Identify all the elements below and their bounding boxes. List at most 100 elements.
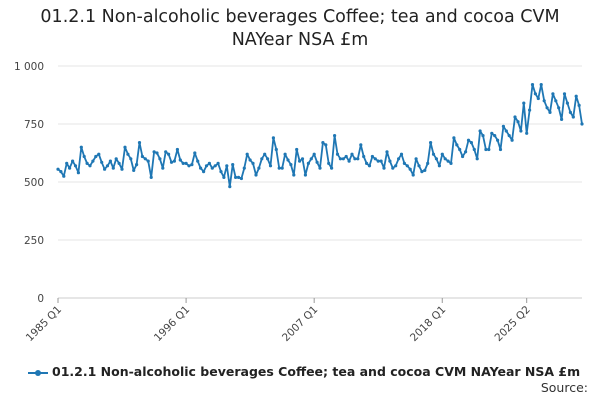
- data-point: [449, 161, 453, 165]
- data-point: [475, 157, 479, 161]
- data-point: [426, 161, 430, 165]
- data-point: [222, 175, 226, 179]
- data-point: [516, 120, 520, 124]
- data-point: [507, 134, 511, 138]
- data-point: [431, 152, 436, 156]
- data-point: [455, 143, 459, 147]
- data-point: [461, 154, 465, 159]
- data-point: [545, 106, 549, 110]
- data-point: [266, 157, 270, 161]
- data-point: [330, 166, 334, 170]
- data-point: [309, 157, 313, 161]
- data-point: [557, 106, 561, 110]
- data-point: [481, 134, 485, 138]
- x-axis-ticks: 1985 Q1 1996 Q1 2007 Q1 2018 Q1 2025 Q2: [24, 298, 533, 344]
- data-point: [376, 159, 380, 163]
- data-point: [94, 154, 98, 159]
- data-point: [137, 141, 142, 145]
- data-point: [204, 164, 209, 168]
- data-point: [414, 157, 418, 161]
- data-point: [108, 159, 112, 163]
- data-point: [498, 147, 503, 152]
- legend-label: 01.2.1 Non-alcoholic beverages Coffee; t…: [52, 364, 581, 379]
- data-point: [268, 164, 273, 168]
- line-chart: 0 250 500 750 1 000 1985 Q1 1996 Q1 2007 Q1 201…: [14, 61, 584, 344]
- data-point: [478, 129, 482, 133]
- data-point: [196, 159, 200, 163]
- data-point: [207, 161, 211, 165]
- data-point: [562, 92, 567, 96]
- data-point: [341, 157, 345, 161]
- legend[interactable]: 01.2.1 Non-alcoholic beverages Coffee; t…: [0, 363, 600, 381]
- data-point: [187, 164, 191, 168]
- data-point: [161, 166, 165, 170]
- data-point: [225, 164, 229, 168]
- data-point: [303, 173, 307, 177]
- data-point: [333, 134, 337, 138]
- data-point: [568, 110, 573, 114]
- y-axis-ticks: 0 250 500 750 1 000: [14, 61, 44, 305]
- data-point: [292, 173, 296, 177]
- data-point: [271, 136, 275, 140]
- data-point: [469, 141, 473, 145]
- data-point: [289, 163, 293, 167]
- data-point: [397, 157, 401, 161]
- data-point: [539, 83, 543, 87]
- data-point: [193, 151, 197, 155]
- data-point: [324, 143, 328, 147]
- data-point: [143, 157, 147, 161]
- data-point: [190, 163, 194, 167]
- data-point: [504, 129, 508, 133]
- data-point: [522, 101, 526, 105]
- data-point: [496, 138, 500, 142]
- data-point: [62, 174, 66, 178]
- data-point: [394, 164, 398, 168]
- data-point: [82, 154, 86, 159]
- data-point: [385, 150, 389, 154]
- data-point: [178, 158, 182, 162]
- data-point: [318, 166, 322, 170]
- data-point: [513, 115, 517, 119]
- data-point: [169, 160, 174, 164]
- x-tick-label: 2018 Q1: [408, 304, 448, 344]
- x-tick-label: 1996 Q1: [152, 304, 192, 344]
- data-point: [551, 92, 555, 96]
- data-point: [286, 158, 290, 162]
- data-point: [458, 147, 462, 152]
- data-point: [129, 157, 133, 161]
- data-point: [97, 152, 101, 156]
- data-point: [152, 150, 156, 154]
- data-point: [565, 101, 570, 105]
- data-point: [231, 163, 235, 167]
- data-point: [184, 161, 188, 165]
- data-point: [379, 159, 383, 163]
- data-point: [574, 94, 578, 98]
- data-point: [391, 166, 395, 170]
- data-point: [536, 96, 540, 101]
- data-point: [362, 154, 366, 159]
- data-point: [466, 138, 471, 142]
- data-point: [402, 161, 406, 165]
- data-point: [103, 167, 107, 171]
- data-point: [321, 141, 325, 145]
- data-point: [554, 99, 558, 103]
- data-point: [202, 170, 206, 174]
- data-point: [219, 170, 223, 174]
- data-point: [306, 161, 310, 165]
- data-point: [429, 141, 433, 145]
- data-point: [533, 92, 538, 96]
- data-point: [501, 124, 505, 128]
- data-point: [493, 134, 497, 138]
- data-point: [577, 103, 581, 107]
- data-point: [274, 147, 278, 152]
- data-point: [59, 170, 63, 174]
- data-point: [71, 159, 75, 163]
- data-point: [370, 154, 374, 159]
- data-point: [327, 161, 331, 165]
- data-point: [382, 166, 386, 170]
- data-point: [530, 83, 535, 87]
- source-label: Source:: [540, 380, 588, 395]
- chart-title: 01.2.1 Non-alcoholic beverages Coffee; t…: [0, 6, 600, 52]
- chart-title-line-1: 01.2.1 Non-alcoholic beverages Coffee; t…: [40, 7, 560, 27]
- data-point: [245, 152, 249, 156]
